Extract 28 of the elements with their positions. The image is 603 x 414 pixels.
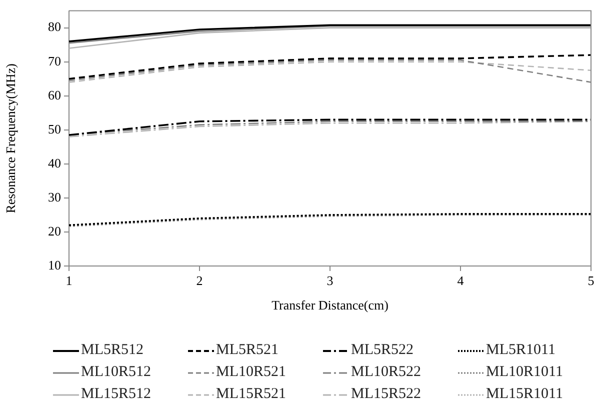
y-axis-title: Resonance Frequency(MHz): [3, 63, 18, 214]
legend-label: ML15R1011: [486, 386, 563, 403]
legend-label: ML5R522: [351, 342, 414, 359]
y-tick-label: 50: [48, 121, 61, 136]
y-tick-label: 20: [48, 223, 61, 238]
y-tick-label: 30: [48, 189, 61, 204]
x-tick-label: 3: [326, 273, 334, 288]
y-tick-label: 60: [48, 87, 61, 102]
x-tick-label: 4: [457, 273, 464, 288]
y-tick-label: 10: [48, 257, 61, 272]
legend-label: ML15R512: [81, 386, 152, 403]
legend-label: ML10R521: [216, 364, 286, 381]
legend-label: ML5R1011: [486, 342, 556, 359]
x-tick-label: 5: [588, 273, 594, 288]
x-tick-label: 2: [196, 273, 203, 288]
y-tick-label: 70: [48, 53, 61, 68]
x-axis-title: Transfer Distance(cm): [272, 298, 388, 313]
legend-label: ML10R522: [351, 364, 422, 381]
legend-label: ML10R512: [81, 364, 152, 381]
x-tick-label: 1: [66, 273, 72, 288]
line-series: [68, 54, 592, 80]
legend-label: ML10R1011: [486, 364, 563, 381]
legend-label: ML5R512: [81, 342, 144, 359]
y-tick-label: 40: [48, 155, 61, 170]
legend-label: ML15R521: [216, 386, 286, 403]
y-tick-label: 80: [48, 19, 61, 34]
legend-label: ML15R522: [351, 386, 422, 403]
legend-label: ML5R521: [216, 342, 279, 359]
